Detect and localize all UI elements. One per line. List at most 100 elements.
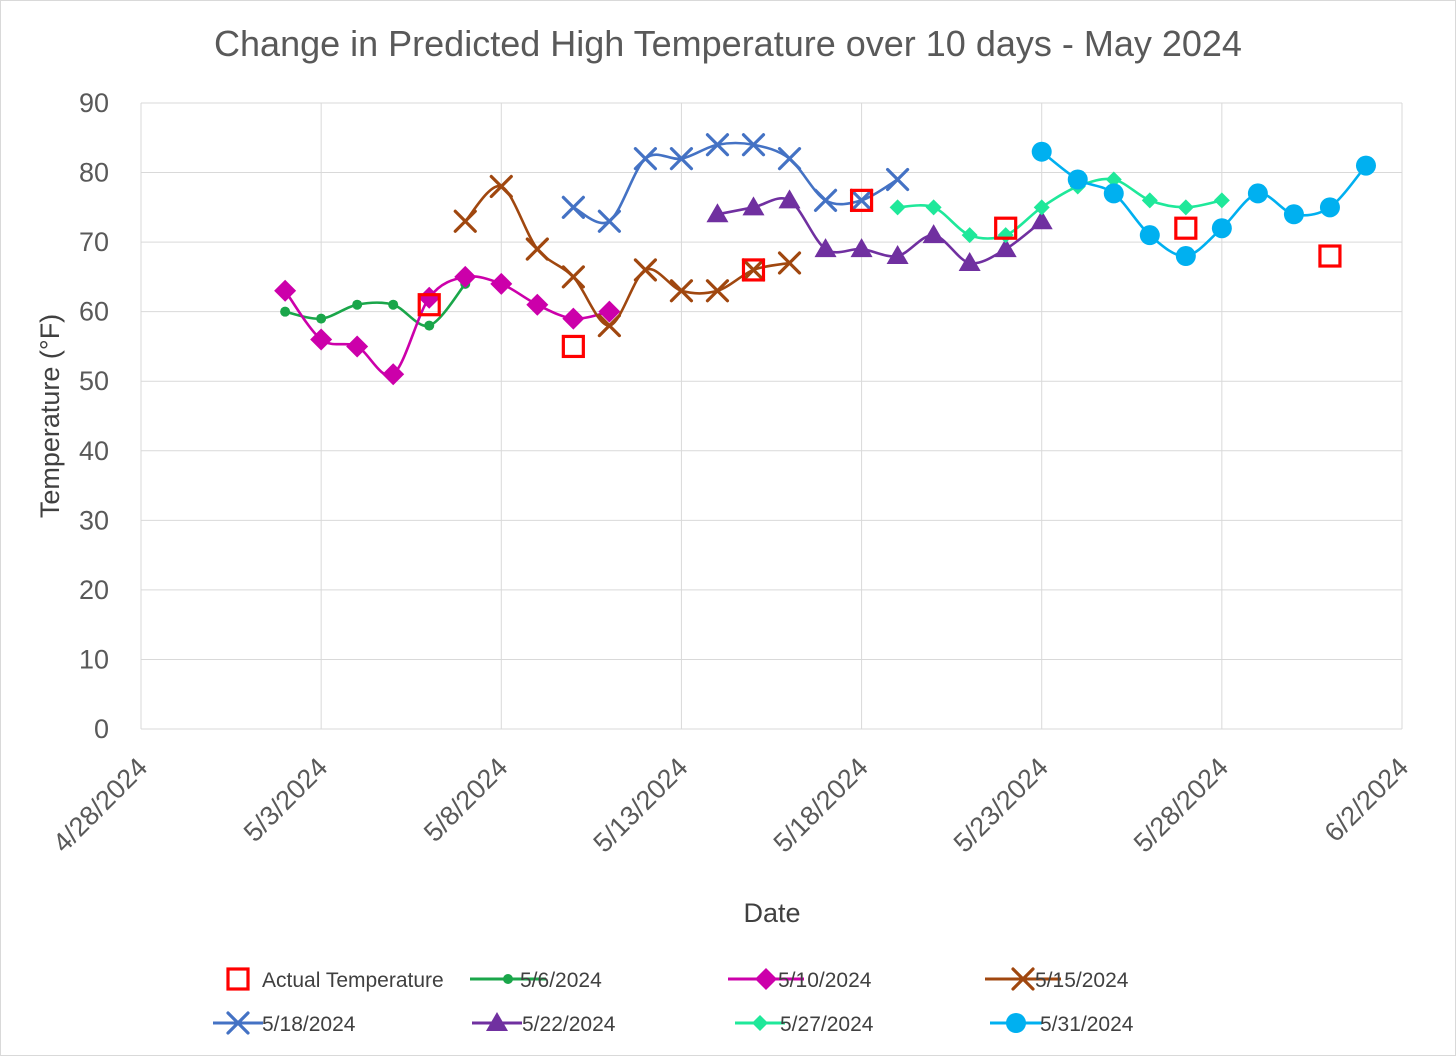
series-5-15-2024 [453,174,802,338]
data-point [1105,171,1122,188]
data-point [633,258,657,282]
legend-entry: 5/10/2024 [728,968,872,992]
series-5-6-2024 [280,278,471,331]
data-point [669,279,694,303]
data-point [958,251,981,271]
data-point [454,265,477,288]
legend-entry: 5/27/2024 [735,1013,874,1036]
gridlines [140,102,1403,730]
legend-label: 5/31/2024 [1040,1013,1134,1036]
legend-marker [226,967,250,991]
legend-entry: Actual Temperature [226,967,444,992]
legend: Actual Temperature 5/6/2024 5/10/2024 5/15/… [213,967,1134,1036]
series-actual-temperature [417,188,1342,359]
data-point [1175,246,1196,267]
plot-area [274,133,1376,386]
data-point [706,203,729,223]
data-point [352,299,363,310]
data-point [1177,199,1194,216]
data-point [598,300,621,323]
data-point [1174,216,1198,240]
data-point [424,320,435,331]
data-point [813,188,838,212]
data-point [925,199,942,216]
series-line [283,275,611,377]
data-point [741,258,766,282]
legend-marker [486,1012,508,1031]
data-point [525,237,549,261]
data-point [922,224,945,244]
data-point [417,293,441,317]
data-point [1283,204,1304,225]
data-point [849,188,874,212]
data-point [382,363,405,386]
data-point [778,189,801,209]
data-point [1213,192,1230,209]
series-line [572,141,899,225]
legend-label: 5/10/2024 [778,969,872,992]
data-point [886,245,909,265]
legend-entry: 5/15/2024 [985,967,1129,992]
data-point [633,147,657,171]
y-tick-label: 90 [79,88,109,118]
y-tick-label: 0 [94,714,109,744]
data-point [316,313,327,324]
series-line [896,177,1224,240]
legend-marker [226,1011,250,1035]
series-line [716,197,1044,265]
data-point [490,272,513,295]
data-point [388,299,399,310]
y-tick-label: 70 [79,227,109,257]
y-tick-label: 50 [79,366,109,396]
data-point [849,188,874,212]
data-point [1247,183,1268,204]
data-point [1141,192,1158,209]
data-point [994,216,1018,240]
y-tick-label: 30 [79,505,109,535]
series-5-22-2024 [706,189,1053,271]
data-point [561,334,585,359]
data-point [961,227,978,244]
y-tick-label: 20 [79,575,109,605]
data-point [418,286,441,309]
y-tick-label: 40 [79,436,109,466]
series-5-18-2024 [561,133,910,233]
data-point [1319,197,1340,218]
legend-label: Actual Temperature [262,969,444,992]
data-point [489,174,513,199]
data-point [561,265,585,289]
data-point [1033,199,1050,216]
legend-marker [1006,1013,1026,1033]
y-tick-label: 10 [79,644,109,674]
data-point [1103,183,1124,204]
data-point [705,279,730,303]
data-point [814,238,837,258]
legend-entry: 5/6/2024 [470,969,602,992]
data-point [1355,155,1376,176]
legend-entry: 5/31/2024 [990,1013,1134,1036]
data-point [1030,210,1053,230]
data-point [741,258,766,282]
data-point [741,133,766,157]
data-point [526,293,549,316]
data-point [453,209,477,233]
legend-label: 5/18/2024 [262,1013,356,1036]
legend-marker [752,1015,768,1031]
data-point [742,196,765,216]
data-point [597,313,621,338]
data-point [1031,141,1052,162]
series-line [463,185,791,327]
data-point [889,199,906,216]
data-point [994,238,1017,258]
data-point [561,195,585,219]
data-point [1139,225,1160,246]
data-point [274,279,297,302]
data-point [1318,244,1342,268]
legend-label: 5/6/2024 [520,969,602,992]
data-point [777,147,802,171]
data-point [705,133,730,157]
legend-label: 5/15/2024 [1035,969,1129,992]
data-point [346,335,369,358]
